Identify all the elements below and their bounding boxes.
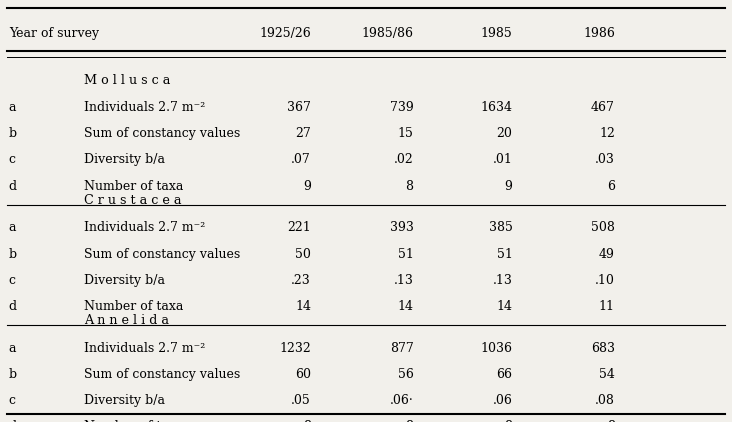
Text: 1925/26: 1925/26 [259, 27, 311, 40]
Text: a: a [9, 222, 16, 234]
Text: 66: 66 [496, 368, 512, 381]
Text: 51: 51 [397, 248, 414, 260]
Text: 50: 50 [295, 248, 311, 260]
Text: 8: 8 [303, 420, 311, 422]
Text: Number of taxa: Number of taxa [84, 180, 184, 192]
Text: Individuals 2.7 m⁻²: Individuals 2.7 m⁻² [84, 222, 206, 234]
Text: 56: 56 [397, 368, 414, 381]
Text: 1634: 1634 [480, 101, 512, 114]
Text: 393: 393 [389, 222, 414, 234]
Text: .01: .01 [493, 154, 512, 166]
Text: b: b [9, 127, 17, 140]
Text: 15: 15 [397, 127, 414, 140]
Text: c: c [9, 154, 16, 166]
Text: 9: 9 [303, 180, 311, 192]
Text: 51: 51 [496, 248, 512, 260]
Text: 385: 385 [488, 222, 512, 234]
Text: b: b [9, 248, 17, 260]
Text: 508: 508 [591, 222, 615, 234]
Text: 14: 14 [496, 300, 512, 313]
Text: 221: 221 [288, 222, 311, 234]
Text: 1986: 1986 [583, 27, 615, 40]
Text: 1232: 1232 [280, 342, 311, 354]
Text: b: b [9, 368, 17, 381]
Text: Number of taxa: Number of taxa [84, 300, 184, 313]
Text: Year of survey: Year of survey [9, 27, 99, 40]
Text: 8: 8 [406, 420, 414, 422]
Text: 27: 27 [295, 127, 311, 140]
Text: A n n e l i d a: A n n e l i d a [84, 314, 169, 327]
Text: a: a [9, 342, 16, 354]
Text: 739: 739 [390, 101, 414, 114]
Text: c: c [9, 274, 16, 287]
Text: 9: 9 [504, 180, 512, 192]
Text: Diversity b/a: Diversity b/a [84, 154, 165, 166]
Text: Diversity b/a: Diversity b/a [84, 274, 165, 287]
Text: 14: 14 [397, 300, 414, 313]
Text: 1985: 1985 [481, 27, 512, 40]
Text: 8: 8 [504, 420, 512, 422]
Text: d: d [9, 180, 17, 192]
Text: 20: 20 [496, 127, 512, 140]
Text: .13: .13 [394, 274, 414, 287]
Text: Sum of constancy values: Sum of constancy values [84, 248, 240, 260]
Text: .10: .10 [595, 274, 615, 287]
Text: d: d [9, 300, 17, 313]
Text: 8: 8 [607, 420, 615, 422]
Text: Sum of constancy values: Sum of constancy values [84, 368, 240, 381]
Text: M o l l u s c a: M o l l u s c a [84, 74, 171, 87]
Text: .23: .23 [291, 274, 311, 287]
Text: .02: .02 [394, 154, 414, 166]
Text: 12: 12 [599, 127, 615, 140]
Text: 367: 367 [287, 101, 311, 114]
Text: .03: .03 [595, 154, 615, 166]
Text: 1985/86: 1985/86 [362, 27, 414, 40]
Text: 6: 6 [607, 180, 615, 192]
Text: 8: 8 [406, 180, 414, 192]
Text: Individuals 2.7 m⁻²: Individuals 2.7 m⁻² [84, 342, 206, 354]
Text: 49: 49 [599, 248, 615, 260]
Text: Sum of constancy values: Sum of constancy values [84, 127, 240, 140]
Text: 1036: 1036 [480, 342, 512, 354]
Text: 683: 683 [591, 342, 615, 354]
Text: C r u s t a c e a: C r u s t a c e a [84, 194, 182, 207]
Text: .07: .07 [291, 154, 311, 166]
Text: .06: .06 [493, 394, 512, 407]
Text: 467: 467 [591, 101, 615, 114]
Text: 11: 11 [599, 300, 615, 313]
Text: a: a [9, 101, 16, 114]
Text: 54: 54 [599, 368, 615, 381]
Text: Number of taxa: Number of taxa [84, 420, 184, 422]
Text: Diversity b/a: Diversity b/a [84, 394, 165, 407]
Text: 60: 60 [295, 368, 311, 381]
Text: Individuals 2.7 m⁻²: Individuals 2.7 m⁻² [84, 101, 206, 114]
Text: c: c [9, 394, 16, 407]
Text: .08: .08 [595, 394, 615, 407]
Text: 877: 877 [390, 342, 414, 354]
Text: .06·: .06· [390, 394, 414, 407]
Text: 14: 14 [295, 300, 311, 313]
Text: .13: .13 [493, 274, 512, 287]
Text: d: d [9, 420, 17, 422]
Text: .05: .05 [291, 394, 311, 407]
